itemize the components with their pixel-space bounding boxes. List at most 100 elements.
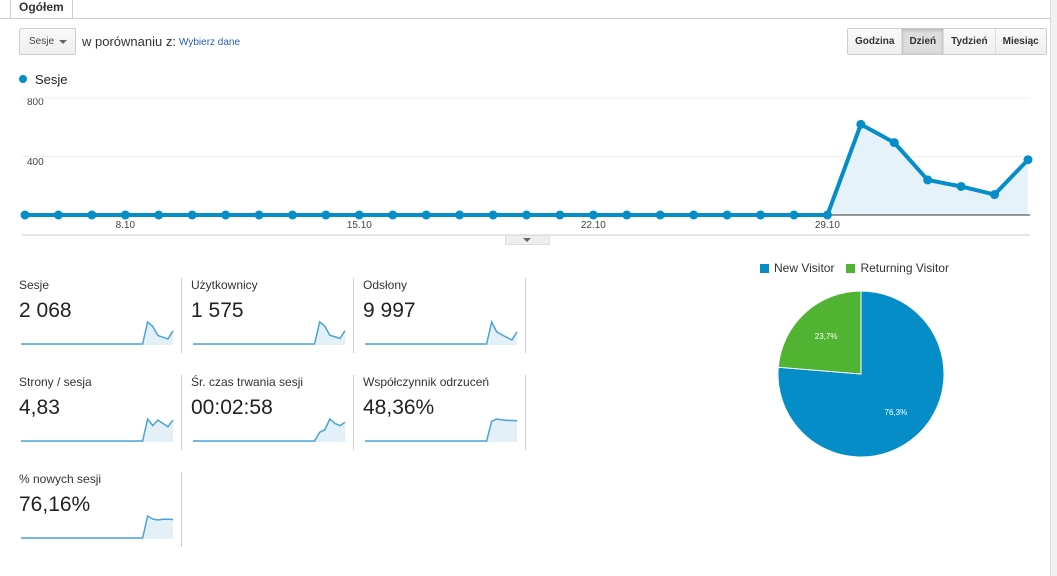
pie-legend-label: Returning Visitor — [860, 261, 949, 275]
pie-slice[interactable] — [777, 290, 862, 375]
legend-swatch-icon — [760, 263, 769, 273]
scrollbar[interactable] — [1050, 0, 1057, 576]
data-point[interactable] — [187, 210, 197, 220]
y-tick: 400 — [27, 157, 44, 168]
metric-value: 4,83 — [19, 396, 60, 419]
granularity-day-button[interactable]: Dzień — [901, 29, 944, 54]
metric-value: 9 997 — [363, 299, 416, 322]
data-point[interactable] — [789, 210, 799, 220]
sparkline-line — [21, 417, 174, 442]
sparkline-fill — [21, 419, 173, 442]
data-point[interactable] — [956, 181, 966, 191]
sparkline — [193, 417, 346, 442]
data-point[interactable] — [756, 210, 766, 220]
data-point[interactable] — [221, 210, 231, 220]
metric-card[interactable]: Współczynnik odrzuceń 48,36% — [363, 375, 523, 451]
legend-swatch-icon — [846, 263, 856, 273]
data-point[interactable] — [889, 138, 899, 148]
pie-legend-item: Returning Visitor — [846, 261, 949, 275]
pie-legend-label: New Visitor — [774, 261, 835, 275]
data-point[interactable] — [321, 210, 331, 220]
chart-legend: Sesje — [35, 72, 68, 87]
data-point[interactable] — [522, 210, 531, 220]
data-point[interactable] — [154, 210, 164, 220]
data-point[interactable] — [856, 119, 866, 129]
tab-overview[interactable]: Ogółem — [10, 0, 73, 19]
sparkline-fill — [193, 419, 345, 442]
x-tick: 22.10 — [580, 220, 606, 231]
y-tick: 800 — [27, 97, 44, 108]
data-point[interactable] — [120, 210, 130, 220]
granularity-hour-button[interactable]: Godzina — [848, 29, 902, 54]
metric-select[interactable]: Sesje — [19, 28, 76, 55]
data-point[interactable] — [354, 210, 364, 220]
granularity-toggle: Godzina Dzień Tydzień Miesiąc — [847, 28, 1047, 55]
chevron-down-icon — [523, 238, 531, 242]
data-point[interactable] — [488, 210, 498, 220]
metric-value: 48,36% — [363, 396, 435, 419]
sparkline-fill — [193, 322, 345, 345]
metric-card[interactable]: Użytkownicy 1 575 — [191, 278, 351, 354]
data-point[interactable] — [1023, 155, 1033, 165]
data-point[interactable] — [421, 210, 431, 220]
chevron-down-icon — [59, 40, 67, 44]
sparkline-line — [21, 514, 174, 539]
divider — [181, 278, 182, 353]
data-point[interactable] — [455, 210, 465, 220]
metric-value: 00:02:58 — [191, 396, 273, 419]
metric-value: 1 575 — [191, 299, 244, 322]
data-point[interactable] — [923, 175, 933, 185]
data-point[interactable] — [555, 210, 565, 220]
metric-card[interactable]: Odsłony 9 997 — [363, 278, 523, 354]
sparkline-line — [193, 417, 346, 442]
data-point[interactable] — [655, 210, 665, 220]
collapse-chart-button[interactable] — [505, 235, 550, 245]
x-tick: 8.10 — [115, 220, 136, 231]
divider — [353, 375, 354, 450]
data-point[interactable] — [588, 210, 598, 220]
data-point[interactable] — [689, 210, 699, 220]
data-point[interactable] — [622, 210, 632, 220]
compare-label: w porównaniu z: — [82, 34, 176, 49]
legend-dot-icon — [19, 75, 27, 83]
pie-legend-item: New Visitor — [760, 261, 834, 275]
metric-label: Śr. czas trwania sesji — [191, 375, 304, 389]
data-point[interactable] — [254, 210, 264, 220]
metric-card[interactable]: Strony / sesja 4,83 — [19, 375, 179, 451]
metric-card[interactable]: % nowych sesji 76,16% — [19, 472, 179, 548]
x-tick: 29.10 — [814, 220, 840, 231]
metric-card[interactable]: Śr. czas trwania sesji 00:02:58 — [191, 375, 351, 451]
divider — [353, 278, 354, 353]
choose-data-link[interactable]: Wybierz dane — [179, 37, 241, 48]
sparkline — [365, 418, 518, 442]
sessions-line-chart — [20, 97, 1033, 236]
data-point[interactable] — [287, 210, 297, 220]
granularity-month-button[interactable]: Miesiąc — [994, 29, 1046, 54]
sparkline — [193, 320, 346, 345]
visitor-pie-chart: 76,3% 23,7% — [777, 290, 945, 458]
divider — [0, 18, 1050, 19]
data-point[interactable] — [990, 190, 1000, 200]
metric-label: Użytkownicy — [191, 278, 258, 292]
metric-select-label: Sesje — [29, 36, 55, 47]
granularity-week-button[interactable]: Tydzień — [943, 29, 995, 54]
x-tick: 15.10 — [346, 220, 372, 231]
data-point[interactable] — [722, 210, 732, 220]
sparkline-fill — [365, 419, 517, 442]
data-point[interactable] — [388, 210, 398, 220]
sparkline — [365, 319, 518, 345]
data-point[interactable] — [53, 210, 63, 220]
sparkline — [21, 417, 174, 442]
sparkline-fill — [365, 322, 517, 345]
data-point[interactable] — [87, 210, 97, 220]
metric-label: Strony / sesja — [19, 375, 92, 389]
divider — [525, 278, 526, 353]
metric-card[interactable]: Sesje 2 068 — [19, 278, 179, 354]
data-point[interactable] — [822, 210, 832, 220]
data-point[interactable] — [20, 210, 30, 220]
sparkline-line — [193, 320, 346, 345]
sparkline — [21, 320, 174, 345]
pie-slice[interactable] — [777, 290, 945, 458]
sparkline-fill — [21, 322, 173, 345]
sparkline — [21, 514, 174, 539]
